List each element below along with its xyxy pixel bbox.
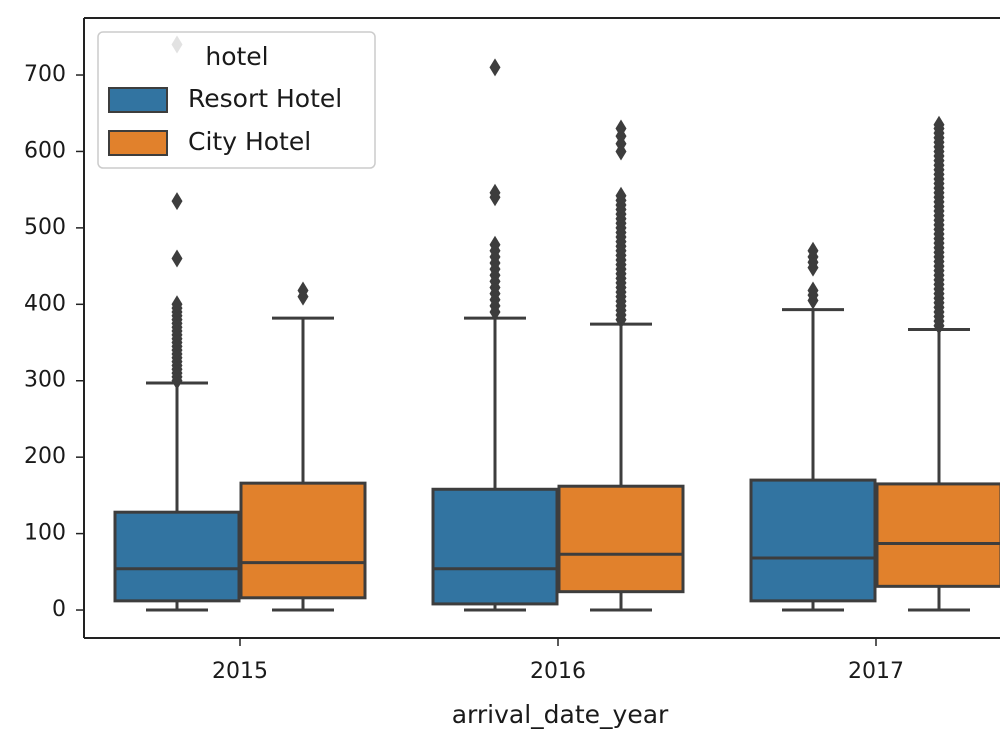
y-tick-label: 300 bbox=[24, 368, 66, 393]
box-group bbox=[113, 35, 241, 612]
y-tick-label: 500 bbox=[24, 215, 66, 240]
box-group bbox=[749, 241, 877, 612]
box bbox=[113, 510, 241, 603]
y-tick-label: 700 bbox=[24, 62, 66, 87]
outlier bbox=[807, 241, 819, 260]
outlier bbox=[171, 192, 183, 211]
box-group bbox=[875, 115, 1000, 612]
legend-swatch bbox=[108, 87, 168, 113]
legend-title: hotel bbox=[205, 42, 268, 71]
outlier bbox=[171, 295, 183, 314]
outlier bbox=[933, 115, 945, 134]
legend: hotel Resort Hotel City Hotel bbox=[97, 31, 376, 169]
outlier bbox=[615, 186, 627, 205]
outlier bbox=[489, 183, 501, 202]
box bbox=[875, 482, 1000, 588]
outlier bbox=[171, 249, 183, 268]
legend-label: Resort Hotel bbox=[188, 84, 342, 113]
x-tick-label: 2016 bbox=[530, 659, 586, 684]
box bbox=[557, 484, 685, 594]
box-group bbox=[557, 119, 685, 612]
y-tick-label: 600 bbox=[24, 138, 66, 163]
outlier bbox=[489, 235, 501, 254]
outlier bbox=[807, 281, 819, 300]
y-tick-label: 400 bbox=[24, 291, 66, 316]
box bbox=[749, 478, 877, 603]
outlier bbox=[297, 281, 309, 300]
y-tick-label: 0 bbox=[52, 597, 66, 622]
x-tick-label: 2017 bbox=[848, 659, 904, 684]
outlier bbox=[615, 119, 627, 138]
box bbox=[431, 487, 559, 606]
box-group bbox=[239, 281, 367, 612]
outlier bbox=[489, 58, 501, 77]
y-tick-label: 100 bbox=[24, 521, 66, 546]
x-tick-label: 2015 bbox=[212, 659, 268, 684]
legend-label: City Hotel bbox=[188, 127, 311, 156]
box-group bbox=[431, 58, 559, 612]
x-axis-label: arrival_date_year bbox=[452, 700, 669, 729]
box bbox=[239, 481, 367, 600]
y-tick-label: 200 bbox=[24, 444, 66, 469]
legend-swatch bbox=[108, 130, 168, 156]
